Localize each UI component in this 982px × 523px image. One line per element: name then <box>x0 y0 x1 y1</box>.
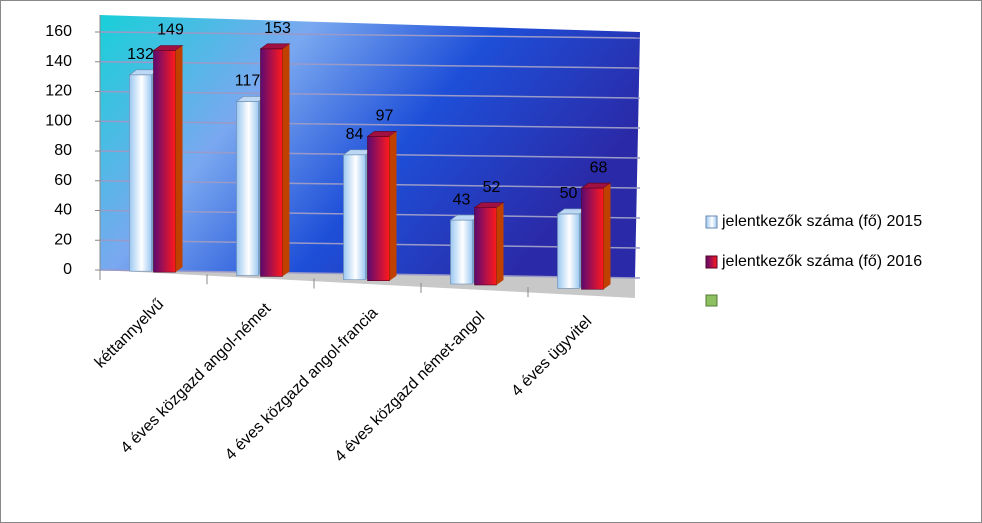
data-label: 97 <box>376 108 394 125</box>
legend-label: jelentkezők száma (fő) 2016 <box>721 253 922 270</box>
legend-swatch-empty <box>705 294 718 307</box>
bar-side <box>175 45 183 273</box>
grid-line <box>99 61 641 69</box>
y-tick-label: 0 <box>63 261 72 278</box>
bar-front <box>450 219 473 285</box>
legend-swatch <box>705 255 718 269</box>
bar <box>473 202 505 286</box>
bar-front <box>557 213 580 289</box>
bar-side <box>496 202 504 285</box>
y-tick-label: 160 <box>45 23 72 40</box>
y-tick-label: 40 <box>54 202 72 219</box>
grid-line <box>99 90 641 99</box>
bar <box>366 131 398 282</box>
data-label: 117 <box>235 73 261 90</box>
data-label: 149 <box>157 22 184 39</box>
data-label: 68 <box>590 159 608 176</box>
bar <box>259 43 291 277</box>
bar-front <box>129 74 152 272</box>
bar-side <box>603 183 611 290</box>
bar-front <box>153 50 176 273</box>
bar-side <box>389 131 397 281</box>
y-tick-label: 60 <box>54 172 72 189</box>
grid-line <box>99 120 641 129</box>
bar-side <box>282 43 290 277</box>
bar-front <box>581 187 604 290</box>
y-tick-label: 140 <box>45 53 72 70</box>
grid-line <box>99 31 641 39</box>
bar-front <box>367 136 390 282</box>
bar-front <box>236 101 259 276</box>
data-label: 84 <box>346 126 364 143</box>
bar <box>152 45 184 273</box>
data-label: 52 <box>483 179 501 196</box>
bar-front <box>474 207 497 286</box>
data-label: 132 <box>127 46 154 63</box>
y-tick-label: 120 <box>45 83 72 100</box>
data-label: 50 <box>560 185 578 202</box>
data-label: 153 <box>264 20 291 37</box>
bar-front <box>343 154 366 281</box>
bar-front <box>260 48 283 277</box>
y-tick-label: 80 <box>54 142 72 159</box>
data-label: 43 <box>453 191 471 208</box>
legend-label: jelentkezők száma (fő) 2015 <box>721 213 922 230</box>
y-tick-label: 100 <box>45 112 72 129</box>
bar <box>580 182 612 290</box>
legend-swatch <box>705 215 718 229</box>
y-tick-label: 20 <box>54 231 72 248</box>
